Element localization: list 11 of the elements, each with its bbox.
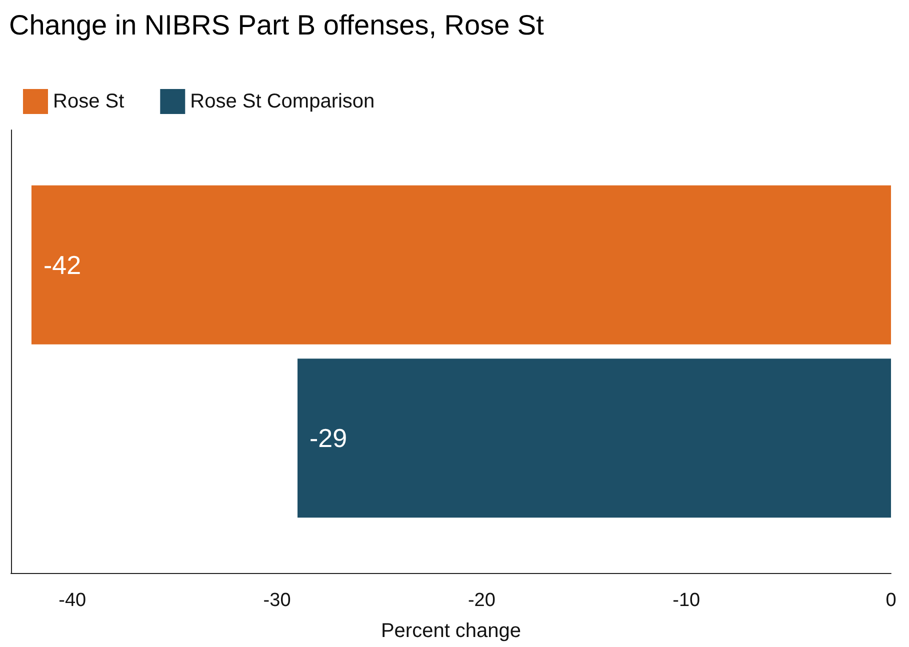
chart-title: Change in NIBRS Part B offenses, Rose St bbox=[9, 10, 544, 40]
x-tick-label: 0 bbox=[886, 590, 896, 611]
legend-label: Rose St Comparison bbox=[190, 90, 375, 112]
legend-label: Rose St bbox=[53, 90, 125, 112]
x-axis-title: Percent change bbox=[380, 620, 522, 642]
x-tick-label: -30 bbox=[263, 590, 291, 611]
x-tick-label: -40 bbox=[58, 590, 86, 611]
x-tick-label: -20 bbox=[468, 590, 496, 611]
x-tick-label: -10 bbox=[672, 590, 700, 611]
data-label: -42 bbox=[43, 250, 82, 280]
data-label: -29 bbox=[310, 423, 348, 454]
